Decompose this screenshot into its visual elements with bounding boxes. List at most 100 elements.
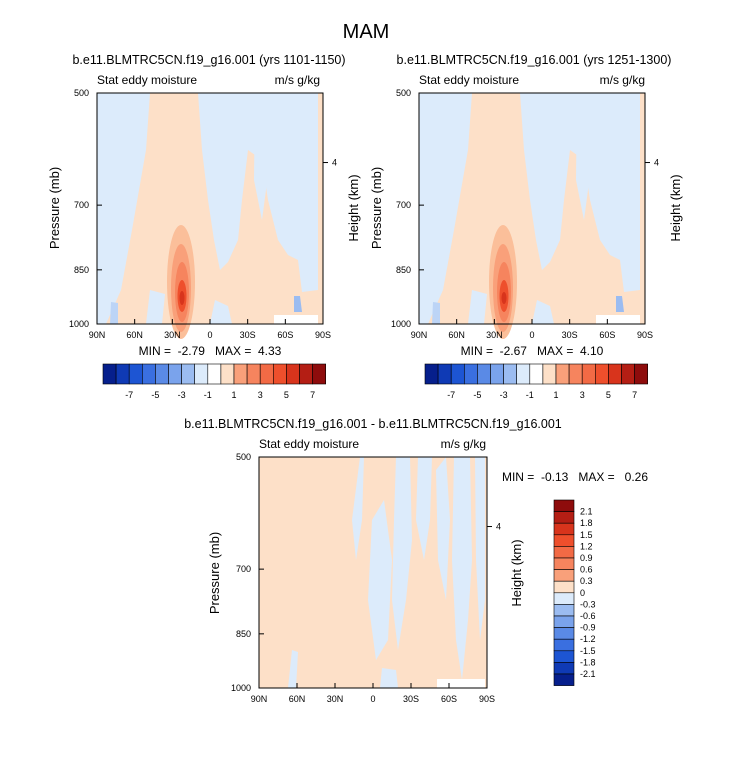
panel-1-axes: 90N 60N 30N 0 30S 60S 90S 500 700 850 1000 4 xyxy=(69,88,337,340)
negative-region xyxy=(110,302,118,324)
y-tick-label: 850 xyxy=(396,265,411,275)
x-tick-label: 30S xyxy=(403,694,419,704)
panel-1-colorbar: -7 -5 -3 -1 1 3 5 7 xyxy=(102,363,327,400)
panel-3-stats: MIN = -0.13 MAX = 0.26 xyxy=(502,470,648,484)
colorbar-box xyxy=(128,363,143,385)
x-tick-label: 30S xyxy=(240,330,256,340)
negative-region xyxy=(416,457,432,560)
colorbar-label: 7 xyxy=(632,390,637,400)
colorbar-label: 0 xyxy=(580,588,585,598)
colorbar-label: -1.2 xyxy=(580,634,596,644)
colorbar-label: -7 xyxy=(125,390,133,400)
colorbar-box xyxy=(450,363,465,385)
y-tick-label: 500 xyxy=(74,88,89,98)
colorbar-box xyxy=(553,592,575,605)
colorbar-box xyxy=(594,363,609,385)
colorbar-box xyxy=(553,569,575,582)
negative-region xyxy=(520,93,640,292)
colorbar-label: 0.9 xyxy=(580,553,593,563)
colorbar-box xyxy=(286,363,300,385)
page-title: MAM xyxy=(343,21,390,43)
panel-1-right-axis-title: Height (km) xyxy=(346,174,361,241)
colorbar-box xyxy=(503,363,518,385)
x-tick-label: 30S xyxy=(562,330,578,340)
colorbar-label: -7 xyxy=(447,390,455,400)
panel-2-y-axis-title: Pressure (mb) xyxy=(369,167,384,249)
colorbar-box xyxy=(553,534,575,547)
panel-3-axes: 90N 60N 30N 0 30S 60S 90S 500 700 850 1000 4 xyxy=(231,452,501,704)
colorbar-box xyxy=(246,363,261,385)
panel-2-field-label: Stat eddy moisture xyxy=(419,73,519,87)
colorbar-box xyxy=(553,511,575,524)
plot-background xyxy=(596,315,640,324)
colorbar-label: -0.9 xyxy=(580,623,596,633)
colorbar-box xyxy=(553,499,575,512)
colorbar-box xyxy=(142,363,156,385)
colorbar-box xyxy=(259,363,274,385)
panel-1-y-axis-title: Pressure (mb) xyxy=(47,167,62,249)
colorbar-label: -5 xyxy=(151,390,159,400)
negative-region xyxy=(288,650,298,688)
negative-region xyxy=(432,302,440,324)
negative-region xyxy=(576,93,592,220)
colorbar-label: 5 xyxy=(606,390,611,400)
x-tick-label: 0 xyxy=(370,694,375,704)
panel-1-field-label: Stat eddy moisture xyxy=(97,73,197,87)
colorbar-box xyxy=(553,580,575,594)
colorbar-box xyxy=(102,363,117,385)
colorbar-box xyxy=(272,363,287,385)
colorbar-label: 1.2 xyxy=(580,541,593,551)
panel-3: b.e11.BLMTRC5CN.f19_g16.001 - b.e11.BLMT… xyxy=(184,417,648,704)
panel-1-title: b.e11.BLMTRC5CN.f19_g16.001 (yrs 1101-11… xyxy=(72,53,345,67)
panel-2-axes: 90N 60N 30N 0 30S 60S 90S 500 700 850 1000 4 xyxy=(391,88,659,340)
x-tick-label: 30N xyxy=(164,330,181,340)
colorbar-box xyxy=(553,673,575,686)
colorbar-box xyxy=(553,627,575,640)
panel-3-y-axis-title: Pressure (mb) xyxy=(207,532,222,614)
colorbar-label: -0.6 xyxy=(580,611,596,621)
colorbar-box xyxy=(207,363,222,385)
x-tick-label: 90S xyxy=(637,330,653,340)
colorbar-label: 1 xyxy=(553,390,558,400)
colorbar-box xyxy=(490,363,504,385)
negative-region xyxy=(294,296,302,312)
colorbar-box xyxy=(233,363,248,385)
panel-1-plot xyxy=(96,92,324,339)
colorbar-box xyxy=(553,546,575,559)
x-tick-label: 0 xyxy=(529,330,534,340)
colorbar-label: 2.1 xyxy=(580,507,593,517)
right-tick-label: 4 xyxy=(496,522,501,532)
negative-region xyxy=(352,457,364,560)
colorbar-label: -1 xyxy=(526,390,534,400)
colorbar-box xyxy=(463,363,478,385)
panel-1-stats: MIN = -2.79 MAX = 4.33 xyxy=(139,344,282,358)
x-tick-label: 60N xyxy=(289,694,306,704)
right-tick-label: 4 xyxy=(332,158,337,168)
colorbar-label: -1.5 xyxy=(580,646,596,656)
colorbar-box xyxy=(424,363,439,385)
colorbar-label: -5 xyxy=(473,390,481,400)
colorbar-label: -3 xyxy=(500,390,508,400)
y-tick-label: 700 xyxy=(74,200,89,210)
x-tick-label: 30N xyxy=(486,330,503,340)
negative-region xyxy=(532,300,554,324)
x-tick-label: 90S xyxy=(479,694,495,704)
colorbar-label: 7 xyxy=(310,390,315,400)
negative-region xyxy=(436,457,450,600)
contour-level xyxy=(179,291,185,305)
y-tick-label: 850 xyxy=(74,265,89,275)
colorbar-box xyxy=(553,662,575,675)
x-tick-label: 90S xyxy=(315,330,331,340)
colorbar-box xyxy=(581,363,596,385)
panel-3-right-axis-title: Height (km) xyxy=(509,539,524,606)
colorbar-box xyxy=(553,638,575,652)
colorbar-label: 3 xyxy=(580,390,585,400)
panel-2-title: b.e11.BLMTRC5CN.f19_g16.001 (yrs 1251-13… xyxy=(397,53,672,67)
right-tick-label: 4 xyxy=(654,158,659,168)
negative-region xyxy=(198,93,318,292)
x-tick-label: 60N xyxy=(126,330,143,340)
negative-region xyxy=(380,668,398,688)
negative-region xyxy=(475,457,485,640)
negative-region xyxy=(254,93,270,220)
colorbar-box xyxy=(555,363,570,385)
